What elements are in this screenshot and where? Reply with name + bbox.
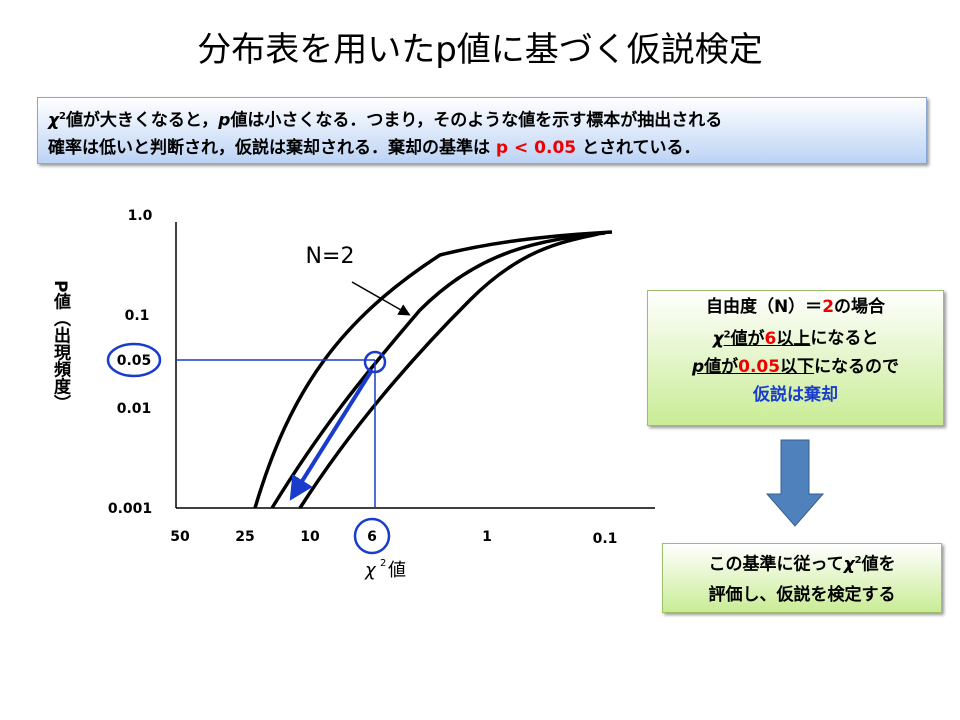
t: χ bbox=[48, 110, 59, 131]
t: この基準に従って bbox=[708, 554, 844, 575]
t: p bbox=[691, 356, 705, 377]
t: 値が bbox=[704, 356, 739, 377]
t: p < 0.05 bbox=[495, 137, 577, 158]
t: になるので bbox=[814, 356, 900, 377]
y-tick-label: 0.001 bbox=[108, 501, 152, 517]
y-tick-label: 1.0 bbox=[128, 208, 153, 224]
t: 以下 bbox=[780, 356, 815, 377]
box: 自由度（N）＝2の場合 χ2値が6以上になると p値が0.05以下になるので 仮… bbox=[647, 290, 944, 426]
line: χ2値が6以上になると bbox=[648, 321, 943, 353]
line: 自由度（N）＝2の場合 bbox=[648, 293, 943, 321]
x-tick-label: 1 bbox=[482, 529, 492, 545]
x-tick-label: 50 bbox=[170, 529, 190, 545]
t: χ bbox=[712, 328, 724, 349]
line: この基準に従ってχ2値を bbox=[663, 546, 941, 580]
t: 確率は低いと判断され，仮説は棄却される．棄却の基準は bbox=[48, 137, 496, 158]
title: 分布表を用いたp値に基づく仮説検定 bbox=[197, 30, 763, 70]
t: になると bbox=[810, 328, 879, 349]
t: 2 bbox=[854, 555, 862, 566]
y-tick-label: 0.01 bbox=[117, 401, 152, 417]
line: 仮説は棄却 bbox=[753, 384, 838, 405]
y-tick-label: 0.05 bbox=[117, 353, 152, 369]
box: この基準に従ってχ2値を 評価し、仮説を検定する bbox=[662, 543, 942, 613]
x-tick-label: 0.1 bbox=[593, 531, 618, 547]
x-tick-label: 25 bbox=[235, 529, 254, 545]
t: 以上 bbox=[776, 328, 811, 349]
note-line: χ2値が大きくなると，p値は小さくなる．つまり，そのような値を示す標本が抽出され… bbox=[48, 103, 916, 135]
t: 0.05 bbox=[738, 356, 781, 377]
note-line: 確率は低いと判断され，仮説は棄却される．棄却の基準は p < 0.05 とされて… bbox=[48, 135, 916, 162]
t: χ bbox=[843, 554, 855, 575]
x-label: χ bbox=[364, 560, 377, 581]
t: 自由度（N）＝ bbox=[705, 297, 823, 317]
x-label: 値 bbox=[388, 560, 406, 581]
t: 値が大きくなると， bbox=[65, 110, 219, 131]
line: 評価し、仮説を検定する bbox=[708, 584, 896, 605]
t: 2 bbox=[58, 111, 66, 122]
t: 6 bbox=[764, 328, 777, 349]
t: 2 bbox=[822, 297, 835, 317]
t: の場合 bbox=[834, 297, 886, 317]
x-tick-label: 6 bbox=[367, 529, 377, 545]
t: 値は小さくなる．つまり，そのような値を示す標本が抽出される bbox=[230, 110, 723, 131]
t: 値を bbox=[861, 554, 896, 575]
t: とされている． bbox=[576, 137, 701, 158]
t: 値が bbox=[730, 328, 765, 349]
x-tick-label: 10 bbox=[300, 529, 320, 545]
note: χ2値が大きくなると，p値は小さくなる．つまり，そのような値を示す標本が抽出され… bbox=[37, 97, 927, 164]
curve-label: N=2 bbox=[306, 244, 355, 269]
line: p値が0.05以下になるので bbox=[648, 353, 943, 381]
y-label: P値（出現頻度） bbox=[50, 280, 70, 412]
t: p bbox=[218, 110, 231, 131]
t: 2 bbox=[723, 329, 731, 340]
x-label: 2 bbox=[380, 558, 386, 569]
y-tick-label: 0.1 bbox=[125, 308, 150, 324]
